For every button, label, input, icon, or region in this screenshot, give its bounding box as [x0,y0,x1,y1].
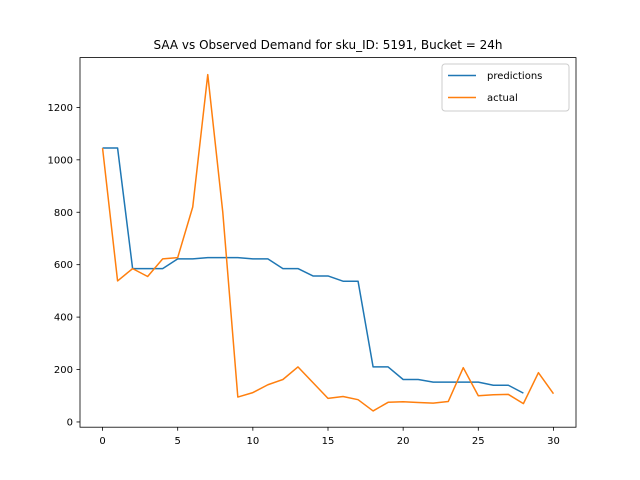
chart-title: SAA vs Observed Demand for sku_ID: 5191,… [154,38,503,52]
legend: predictions actual [441,63,570,112]
x-tick-label: 25 [472,436,485,447]
legend-label-actual: actual [487,93,518,104]
x-tick-label: 10 [246,436,259,447]
y-tick-label: 1000 [48,155,73,166]
y-tick-label: 200 [54,365,73,376]
y-tick-label: 1200 [48,103,73,114]
x-axis: 0 5 10 15 20 25 30 [99,427,560,447]
series-layer [101,73,555,412]
x-tick-label: 30 [547,436,560,447]
y-tick-label: 600 [54,260,73,271]
y-tick-label: 0 [67,417,73,428]
legend-label-predictions: predictions [487,71,542,82]
y-axis: 0 200 400 600 800 1000 1200 [48,103,80,428]
x-tick-label: 20 [397,436,410,447]
x-tick-label: 0 [99,436,105,447]
series-line-predictions [102,147,524,394]
y-tick-label: 400 [54,313,73,324]
x-tick-label: 5 [175,436,181,447]
series-line-actual [101,73,555,412]
x-tick-label: 15 [322,436,335,447]
y-tick-label: 800 [54,208,73,219]
